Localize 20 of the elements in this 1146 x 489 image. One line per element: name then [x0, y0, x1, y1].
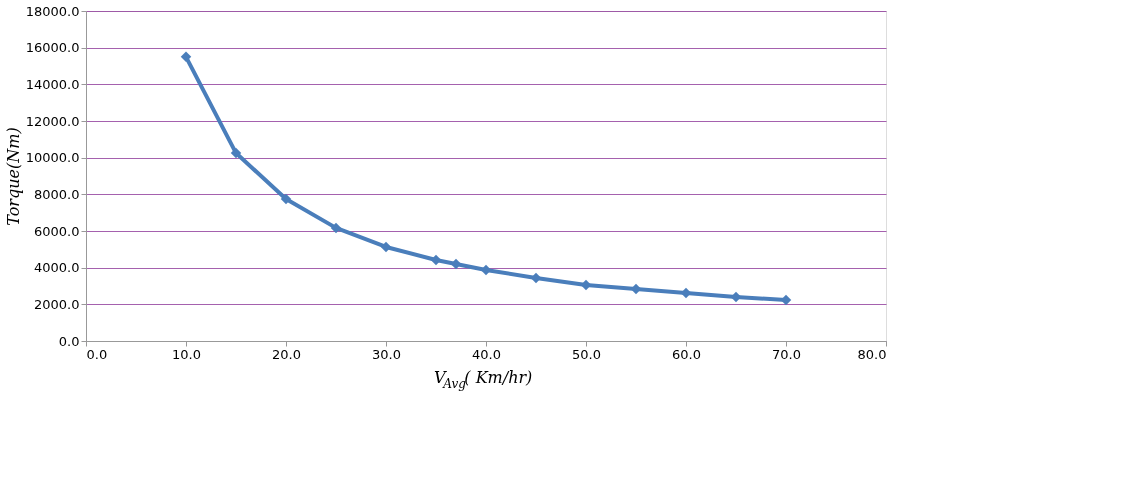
x-tick-label: 50.0	[572, 346, 601, 362]
x-tick-label: 20.0	[272, 346, 301, 362]
y-tick-label: 0.0	[58, 333, 80, 349]
y-tick-label: 2000.0	[34, 296, 80, 312]
y-axis-title: Torque(Nm)	[3, 127, 23, 226]
y-tick-label: 4000.0	[34, 260, 80, 276]
y-tick-label: 8000.0	[34, 186, 80, 202]
x-tick-label: 80.0	[857, 346, 887, 362]
x-tick-label: 70.0	[772, 346, 801, 362]
x-tick-label: 10.0	[172, 346, 201, 362]
y-tick-label: 10000.0	[25, 150, 80, 166]
x-tick-label: 60.0	[672, 346, 701, 362]
y-tick-label: 18000.0	[25, 3, 80, 19]
y-tick-label: 6000.0	[34, 223, 80, 239]
y-tick-label: 12000.0	[25, 113, 80, 129]
y-tick-label: 14000.0	[25, 76, 80, 92]
x-tick-label: 0.0	[86, 346, 108, 362]
y-tick-label: 16000.0	[25, 40, 80, 56]
x-tick-label: 40.0	[472, 346, 501, 362]
x-tick-label: 30.0	[372, 346, 401, 362]
